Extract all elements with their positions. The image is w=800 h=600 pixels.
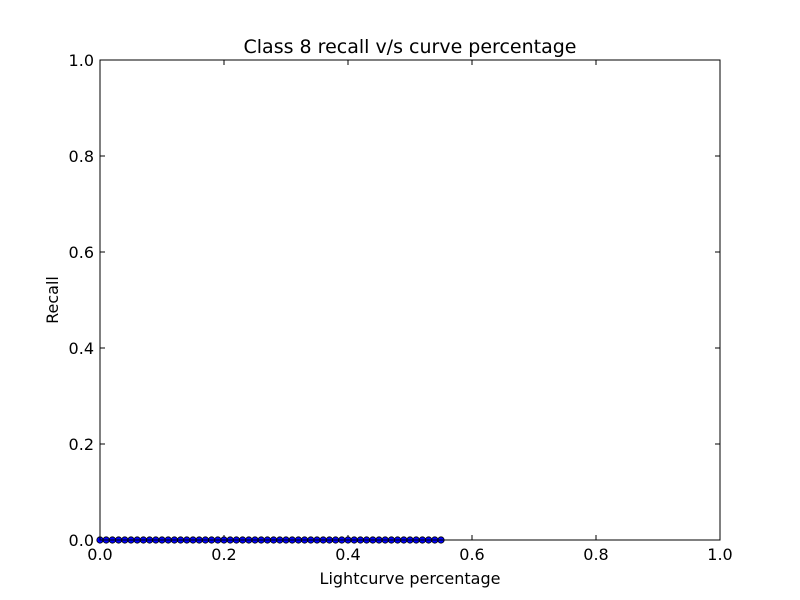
y-tick-label: 0.2: [69, 435, 94, 454]
x-tick-label: 0.8: [583, 545, 608, 564]
chart-title: Class 8 recall v/s curve percentage: [244, 36, 577, 58]
x-axis-label: Lightcurve percentage: [320, 569, 501, 588]
y-tick-label: 1.0: [69, 51, 94, 70]
plot-frame: [99, 59, 721, 541]
x-tick-label: 1.0: [707, 545, 732, 564]
y-tick-label: 0.0: [69, 531, 94, 550]
y-tick-label: 0.4: [69, 339, 94, 358]
y-tick-label: 0.6: [69, 243, 94, 262]
y-tick-label: 0.8: [69, 147, 94, 166]
x-tick-label: 0.4: [335, 545, 360, 564]
x-tick-label: 0.2: [211, 545, 236, 564]
x-tick-label: 0.0: [87, 545, 112, 564]
y-axis-label: Recall: [43, 276, 62, 324]
x-tick-label: 0.6: [459, 545, 484, 564]
